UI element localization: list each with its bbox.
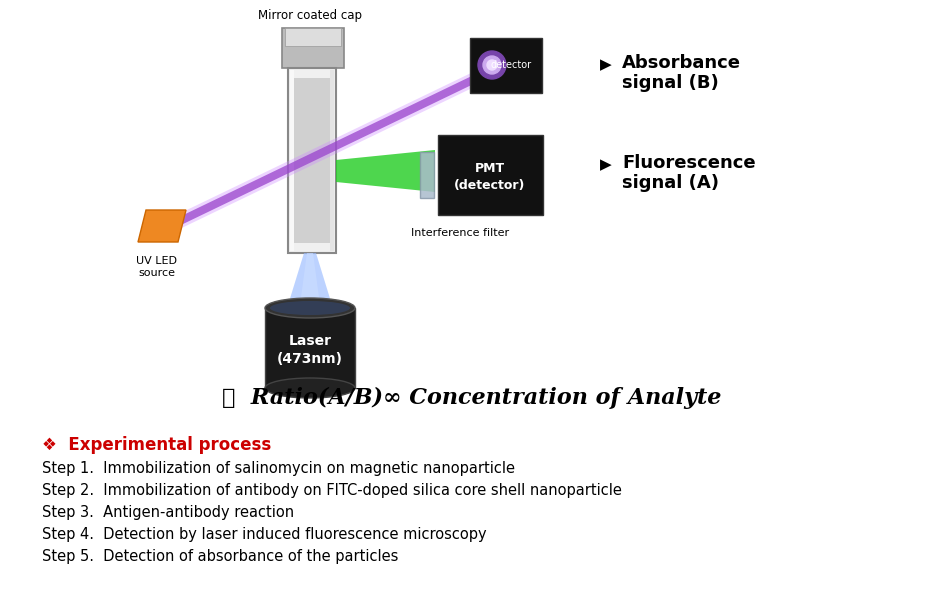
Text: signal (A): signal (A) [621,174,718,192]
Text: signal (B): signal (B) [621,74,718,92]
Text: ❖  Ratio(A/B)∞ Concentration of Analyte: ❖ Ratio(A/B)∞ Concentration of Analyte [222,387,721,409]
Bar [419,152,433,198]
Ellipse shape [270,301,349,315]
Ellipse shape [264,378,355,398]
Polygon shape [138,210,186,242]
Bar [469,38,542,93]
Text: Absorbance: Absorbance [621,54,740,72]
Bar [294,78,329,243]
Bar [437,135,543,215]
Text: Step 2.  Immobilization of antibody on FITC-doped silica core shell nanoparticle: Step 2. Immobilization of antibody on FI… [42,483,621,497]
Text: Step 3.  Antigen-antibody reaction: Step 3. Antigen-antibody reaction [42,505,294,519]
Circle shape [482,56,500,74]
Bar [281,28,344,68]
Text: ▶: ▶ [599,158,611,173]
Circle shape [486,60,497,70]
Text: Step 4.  Detection by laser induced fluorescence microscopy: Step 4. Detection by laser induced fluor… [42,526,486,542]
Text: Laser
(473nm): Laser (473nm) [277,335,343,366]
Polygon shape [175,56,513,228]
Bar [329,70,333,251]
Polygon shape [299,253,320,305]
Bar [288,68,336,253]
Text: detector: detector [490,60,531,70]
Text: Step 1.  Immobilization of salinomycin on magnetic nanoparticle: Step 1. Immobilization of salinomycin on… [42,460,514,475]
Text: ❖  Experimental process: ❖ Experimental process [42,436,271,454]
Text: Fluorescence: Fluorescence [621,154,755,172]
Circle shape [478,51,505,79]
Text: Interference filter: Interference filter [411,228,509,238]
Polygon shape [336,150,434,192]
Bar [264,308,355,388]
Polygon shape [177,58,512,225]
Text: PMT
(detector): PMT (detector) [454,162,525,192]
Text: Mirror coated cap: Mirror coated cap [258,9,362,21]
Polygon shape [288,253,331,305]
Ellipse shape [264,298,355,318]
Bar [290,70,294,251]
Bar [285,28,341,46]
Text: ▶: ▶ [599,58,611,72]
Text: Step 5.  Detection of absorbance of the particles: Step 5. Detection of absorbance of the p… [42,548,398,564]
Text: UV LED
source: UV LED source [136,256,177,278]
